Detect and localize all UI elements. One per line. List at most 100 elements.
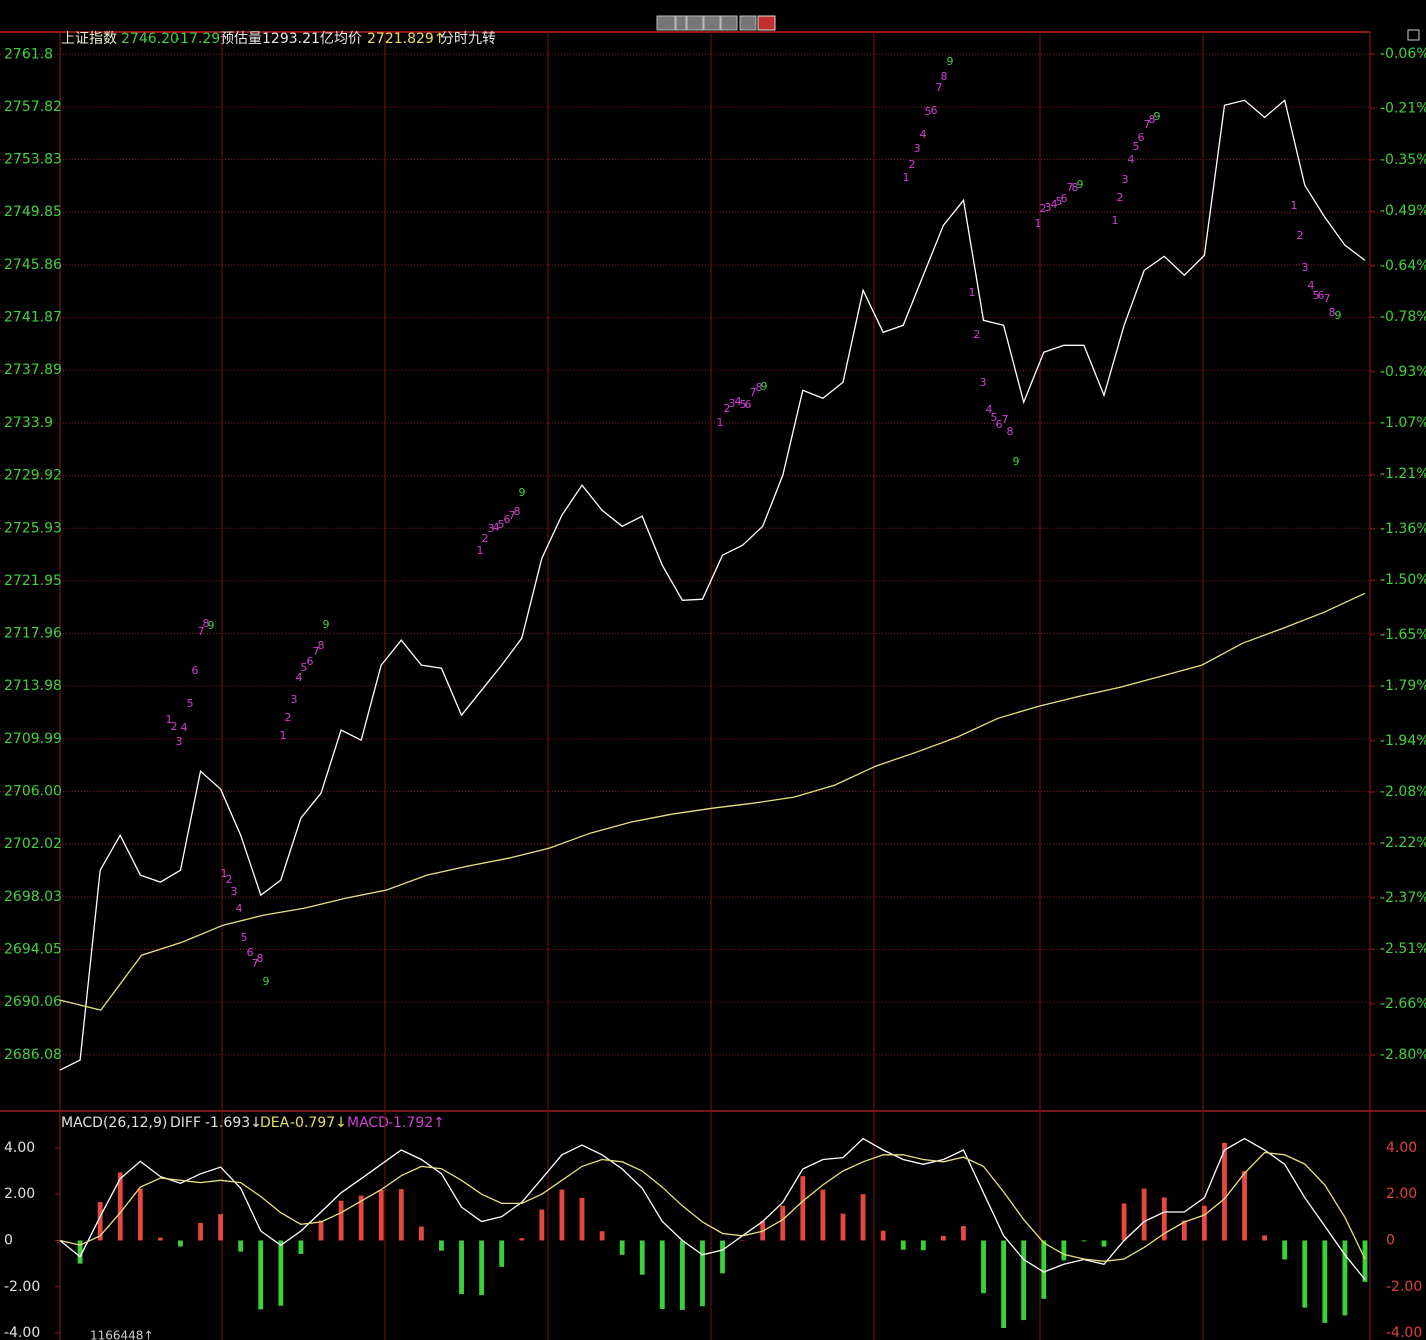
nine-turn-label: 6 bbox=[247, 946, 254, 959]
macd-bar bbox=[720, 1240, 725, 1274]
avg-label: 均价 bbox=[334, 31, 362, 47]
y2-tick-label: -2.51% bbox=[1380, 941, 1426, 957]
nine-turn-label: 9 bbox=[947, 55, 954, 68]
nine-turn-label: 4 bbox=[1308, 279, 1315, 292]
nine-turn-label: 8 bbox=[257, 952, 264, 965]
y-tick-label: 2709.99 bbox=[4, 731, 62, 747]
close-button[interactable] bbox=[757, 15, 776, 31]
macd-bar bbox=[1342, 1240, 1348, 1316]
button[interactable] bbox=[703, 15, 721, 31]
macd-bar bbox=[278, 1240, 284, 1306]
series-line bbox=[59, 592, 1366, 1011]
nine-turn-label: 9 bbox=[263, 975, 270, 988]
nine-turn-label: 1 bbox=[1035, 217, 1042, 230]
nine-turn-label: 2 bbox=[226, 873, 233, 886]
macd-bar bbox=[1041, 1240, 1047, 1299]
nine-turn-label: 4 bbox=[493, 521, 500, 534]
nine-turn-label: 6 bbox=[1061, 192, 1068, 205]
nine-turn-label: 1 bbox=[166, 713, 173, 726]
y-tick-label: 2713.98 bbox=[4, 678, 62, 694]
y-tick-label: 2753.83 bbox=[4, 152, 62, 168]
y-tick-label: 0 bbox=[4, 1232, 13, 1248]
nine-turn-label: 7 bbox=[750, 386, 757, 399]
nine-turn-label: 3 bbox=[231, 885, 238, 898]
diff-value: -1.693↓ bbox=[205, 1115, 262, 1131]
nine-turn-label: 3 bbox=[176, 735, 183, 748]
y-tick-label: 2725.93 bbox=[4, 520, 62, 536]
button[interactable] bbox=[656, 15, 676, 31]
macd-bar bbox=[499, 1240, 505, 1267]
macd-bar bbox=[218, 1214, 224, 1241]
nine-turn-label: 2 bbox=[171, 720, 178, 733]
nine-turn-label: 7 bbox=[1144, 118, 1151, 131]
button[interactable] bbox=[686, 15, 704, 31]
nine-turn-label: 2 bbox=[285, 711, 292, 724]
macd-bar bbox=[117, 1172, 123, 1241]
macd-bar bbox=[1141, 1188, 1147, 1241]
y2-tick-label: -1.07% bbox=[1380, 415, 1426, 431]
macd-bar bbox=[539, 1209, 545, 1241]
y-tick-label-right: 0 bbox=[1386, 1232, 1395, 1248]
nine-turn-label: 4 bbox=[296, 671, 303, 684]
macd-bar bbox=[559, 1189, 565, 1241]
button[interactable] bbox=[720, 15, 738, 31]
macd-bar bbox=[1302, 1240, 1308, 1308]
y2-tick-label: -1.50% bbox=[1380, 572, 1426, 588]
macd-value: -1.792↑ bbox=[388, 1115, 445, 1131]
y2-tick-label: -0.21% bbox=[1380, 101, 1426, 117]
macd-bar bbox=[1282, 1240, 1288, 1260]
y-tick-label: 2761.8 bbox=[4, 46, 53, 62]
macd-bar bbox=[157, 1237, 163, 1241]
nine-turn-label: 4 bbox=[236, 902, 243, 915]
macd-bar bbox=[940, 1235, 946, 1241]
nine-turn-label: 5 bbox=[498, 518, 505, 531]
macd-bar bbox=[900, 1240, 906, 1250]
y2-tick-label: -0.49% bbox=[1380, 203, 1426, 219]
macd-bar bbox=[679, 1240, 685, 1310]
nine-turn-label: 2 bbox=[1297, 229, 1304, 242]
macd-bar bbox=[639, 1240, 645, 1275]
price: 2746.20 bbox=[121, 31, 179, 47]
y2-tick-label: -0.06% bbox=[1380, 46, 1426, 62]
y-tick-label: 2702.02 bbox=[4, 836, 62, 852]
y-tick-label-right: 4.00 bbox=[1386, 1140, 1417, 1156]
y-tick-label: 2737.89 bbox=[4, 362, 62, 378]
macd-bar bbox=[398, 1189, 404, 1241]
nine-turn-label: 2 bbox=[724, 402, 731, 415]
nine-turn-label: 8 bbox=[941, 70, 948, 83]
nine-turn-label: 7 bbox=[1002, 413, 1009, 426]
y-tick-label: -4.00 bbox=[4, 1325, 40, 1340]
macd-bar bbox=[1081, 1240, 1087, 1242]
footer-volume: 1166448↑ bbox=[90, 1329, 154, 1340]
y-tick-label: 2721.95 bbox=[4, 573, 62, 589]
button[interactable] bbox=[739, 15, 757, 31]
y-tick-label-right: -2.00 bbox=[1386, 1279, 1422, 1295]
macd-bar bbox=[619, 1240, 625, 1255]
macd-bar bbox=[178, 1240, 183, 1247]
nine-turn-label: 1 bbox=[903, 171, 910, 184]
nine-turn-label: 1 bbox=[221, 867, 228, 880]
nine-turn-label: 6 bbox=[1138, 131, 1145, 144]
nine-turn-label: 8 bbox=[1149, 113, 1156, 126]
nine-turn-label: 8 bbox=[1007, 425, 1014, 438]
y-tick-label-right: -4.00 bbox=[1386, 1325, 1422, 1340]
y2-tick-label: -1.65% bbox=[1380, 627, 1426, 643]
nine-turn-label: 5 bbox=[991, 411, 998, 424]
nine-turn-label: 2 bbox=[482, 532, 489, 545]
change: -17.29 bbox=[175, 31, 220, 47]
macd-bar bbox=[1242, 1171, 1247, 1241]
y-tick-label: 2706.00 bbox=[4, 784, 62, 800]
nine-turn-label: 5 bbox=[1133, 140, 1140, 153]
nine-turn-label: 8 bbox=[318, 639, 325, 652]
button[interactable] bbox=[675, 15, 687, 31]
nine-turn-label: 8 bbox=[756, 381, 763, 394]
volume-estimate: 预估量1293.21亿 bbox=[220, 31, 334, 47]
nine-turn-label: 7 bbox=[509, 509, 516, 522]
nine-turn-label: 8 bbox=[203, 617, 210, 630]
panel-toggle[interactable] bbox=[1407, 29, 1420, 41]
nine-turn-label: 5 bbox=[1056, 195, 1063, 208]
window-buttons[interactable] bbox=[656, 15, 776, 31]
nine-turn-label: 8 bbox=[1329, 306, 1336, 319]
